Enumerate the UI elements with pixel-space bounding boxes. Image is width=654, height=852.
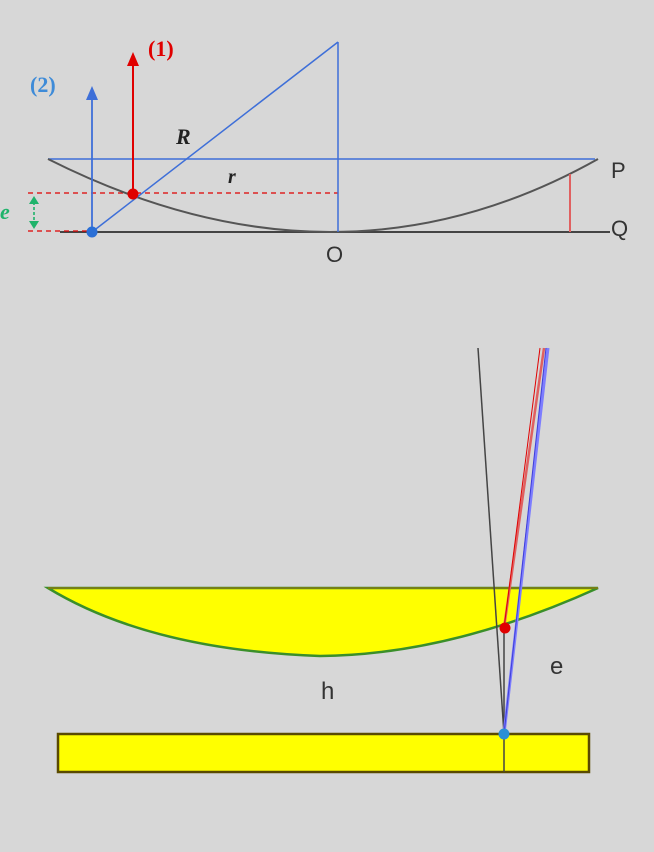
ray-2-arrowhead (86, 86, 98, 100)
bottom-diagram: h e (43, 347, 599, 774)
blue-point-bottom (498, 728, 510, 740)
radius-line-R (91, 41, 339, 233)
red-point-bottom (499, 622, 511, 634)
label-e-bottom: e (550, 653, 563, 680)
label-ray-2: (2) (30, 72, 56, 97)
yellow-lens (43, 586, 599, 658)
label-O: O (326, 242, 343, 267)
incident-ray (477, 347, 505, 735)
label-Q: Q (611, 216, 628, 241)
label-radius-R: R (175, 124, 191, 149)
red-point (127, 188, 139, 200)
label-ray-1: (1) (148, 36, 174, 61)
blue-point (86, 226, 98, 238)
top-diagram: (1) (2) R r e P Q O (0, 36, 628, 267)
label-e-top: e (0, 199, 10, 224)
ray-1-arrowhead (127, 52, 139, 66)
reflected-ray-red-inner (503, 347, 541, 629)
e-double-arrow (29, 196, 39, 229)
reflected-ray-blue-inner (503, 347, 547, 735)
label-h: h (321, 678, 334, 705)
label-r: r (228, 166, 236, 188)
label-P: P (611, 158, 626, 183)
reflected-ray-red (502, 347, 546, 629)
yellow-plate (56, 732, 591, 774)
